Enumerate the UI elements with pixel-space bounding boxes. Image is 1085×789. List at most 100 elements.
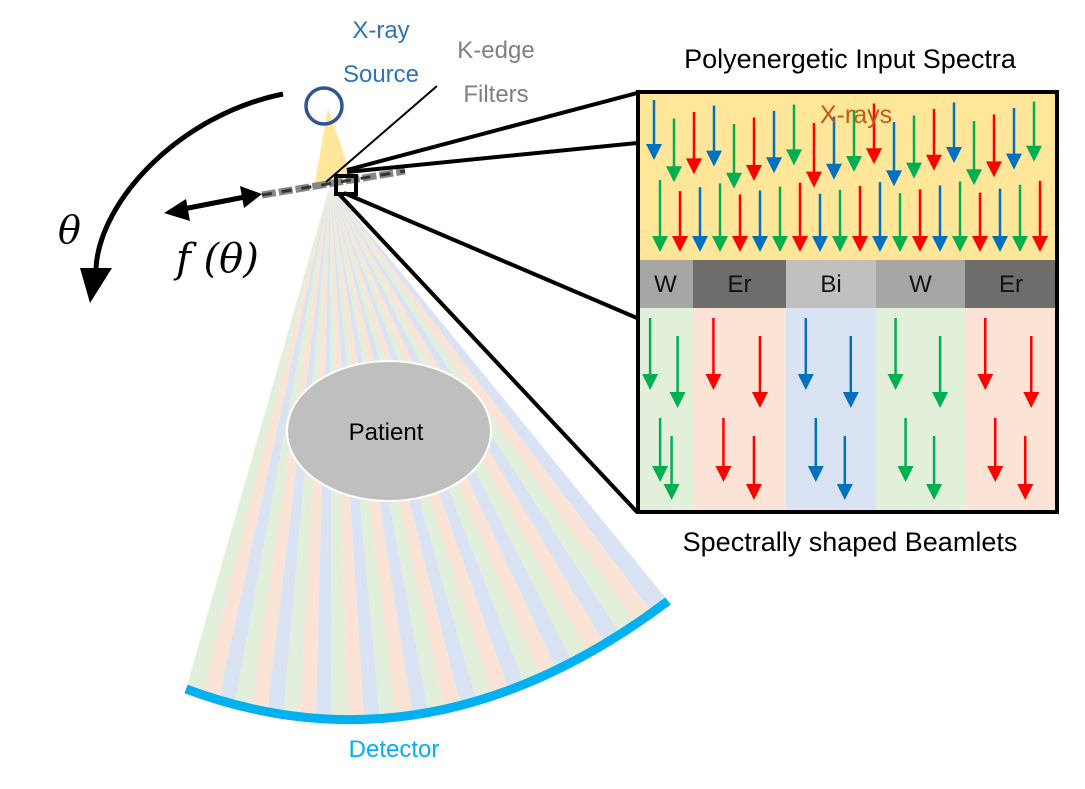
filter-label: Er bbox=[999, 271, 1023, 298]
beamlet-stripe bbox=[202, 185, 330, 700]
xray-arrowhead bbox=[842, 392, 859, 408]
filter-block bbox=[786, 260, 876, 308]
xray-arrowhead bbox=[642, 374, 659, 390]
xray-arrowhead bbox=[806, 171, 822, 188]
filter-block bbox=[638, 260, 693, 308]
patient-ellipse bbox=[286, 360, 492, 502]
filter-block bbox=[876, 260, 965, 308]
xray-arrowhead bbox=[706, 150, 722, 167]
beamlet-stripe bbox=[330, 185, 653, 624]
input-spectra-title: Polyenergetic Input Spectra bbox=[684, 44, 1017, 74]
xray-arrowhead bbox=[712, 236, 728, 252]
xray-arrowhead bbox=[692, 236, 708, 252]
beamlet-band bbox=[693, 308, 786, 512]
filters-pointer-line bbox=[325, 85, 438, 183]
xray-arrowhead bbox=[926, 484, 943, 500]
xray-arrowhead bbox=[652, 236, 668, 252]
xray-arrowhead bbox=[1012, 236, 1028, 252]
xrays-label: X-rays bbox=[820, 101, 892, 129]
beamlet-bands bbox=[638, 308, 1057, 512]
xray-arrowhead bbox=[672, 236, 688, 252]
xray-arrowhead bbox=[792, 236, 808, 252]
xray-arrowhead bbox=[752, 236, 768, 252]
rotation-arrow bbox=[93, 91, 284, 269]
xray-arrowhead bbox=[745, 484, 762, 500]
beamlet-band bbox=[965, 308, 1057, 512]
xray-arrowhead bbox=[812, 236, 828, 252]
beamlet-band bbox=[876, 308, 965, 512]
xray-arrowhead bbox=[751, 392, 768, 408]
xray-arrowhead bbox=[926, 154, 942, 171]
xray-arrowhead bbox=[892, 236, 908, 252]
xray-arrowhead bbox=[669, 392, 686, 408]
xray-arrowhead bbox=[832, 236, 848, 252]
xray-arrowhead bbox=[897, 466, 914, 482]
xray-source-circle bbox=[304, 86, 344, 126]
xray-arrowhead bbox=[852, 236, 868, 252]
filters-label-line1: K-edge bbox=[457, 37, 534, 64]
patient-label: Patient bbox=[349, 419, 424, 446]
xray-arrowhead bbox=[807, 466, 824, 482]
xray-arrowhead bbox=[966, 169, 982, 186]
input-band bbox=[638, 92, 1057, 260]
output-arrows bbox=[642, 318, 1040, 500]
xray-arrowhead bbox=[772, 236, 788, 252]
filter-block bbox=[693, 260, 786, 308]
zoom-callout-lines bbox=[334, 91, 639, 514]
xray-arrowhead bbox=[906, 162, 922, 179]
xray-arrowhead bbox=[646, 144, 662, 160]
detector-label: Detector bbox=[349, 736, 440, 763]
beamlet-stripe bbox=[234, 185, 330, 709]
output-beamlets-title: Spectrally shaped Beamlets bbox=[683, 527, 1018, 557]
theta-label: θ bbox=[58, 208, 81, 252]
filter-label: Bi bbox=[820, 271, 841, 298]
kedge-filter-bar bbox=[261, 167, 406, 199]
xray-arrowhead bbox=[866, 148, 882, 165]
beamlet-stripe bbox=[218, 185, 330, 705]
xray-arrowhead bbox=[1026, 145, 1042, 162]
xray-arrowhead bbox=[946, 147, 962, 163]
xray-arrowhead bbox=[986, 161, 1002, 178]
xray-arrowhead bbox=[972, 236, 988, 252]
translation-double-arrow bbox=[164, 186, 262, 221]
zoom-panel-border bbox=[636, 90, 1059, 514]
xray-arrowhead bbox=[746, 165, 762, 181]
beamlet-stripe bbox=[330, 185, 668, 613]
source-label-line1: X-ray bbox=[352, 17, 409, 44]
beamlet-stripe bbox=[186, 185, 330, 695]
xray-arrowhead bbox=[872, 236, 888, 252]
xray-arrowhead bbox=[1017, 484, 1034, 500]
xray-arrowhead bbox=[912, 236, 928, 252]
xray-arrowhead bbox=[705, 374, 722, 390]
xray-arrowhead bbox=[666, 166, 682, 183]
zoom-panel: W Er Bi W Er X-rays bbox=[636, 90, 1059, 514]
filter-label: W bbox=[909, 271, 932, 298]
xray-arrowhead bbox=[846, 156, 862, 172]
detector-arc bbox=[184, 597, 671, 725]
xray-arrowhead bbox=[977, 374, 994, 390]
xray-arrowhead bbox=[886, 170, 902, 187]
beamlet-band bbox=[638, 308, 693, 512]
xray-arrowhead bbox=[732, 236, 748, 252]
filter-row: W Er Bi W Er bbox=[638, 260, 1057, 308]
xray-arrowhead bbox=[992, 236, 1008, 252]
xray-arrowhead bbox=[887, 374, 904, 390]
xray-arrowhead bbox=[652, 466, 669, 482]
input-arrows bbox=[646, 100, 1048, 252]
rotation-arrowhead bbox=[80, 268, 112, 303]
xray-arrowhead bbox=[932, 392, 949, 408]
xray-arrowhead bbox=[726, 172, 742, 189]
filters-label-line2: Filters bbox=[463, 81, 528, 108]
filter-block bbox=[965, 260, 1057, 308]
xray-arrowhead bbox=[836, 484, 853, 500]
beamlet-band bbox=[786, 308, 876, 512]
xray-arrowhead bbox=[663, 484, 680, 500]
xray-arrowhead bbox=[1023, 392, 1040, 408]
xray-arrowhead bbox=[826, 163, 842, 180]
xray-arrowhead bbox=[987, 466, 1004, 482]
source-label-line2: Source bbox=[343, 61, 419, 88]
xray-arrowhead bbox=[797, 374, 814, 390]
xray-arrowhead bbox=[952, 236, 968, 252]
